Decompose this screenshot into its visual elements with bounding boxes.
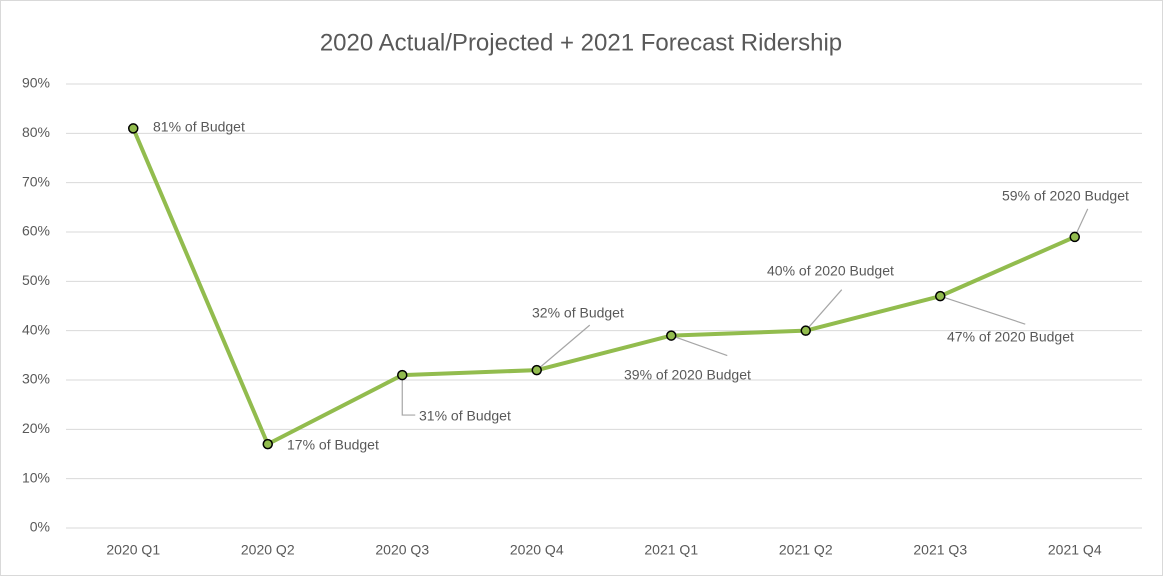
data-label: 59% of 2020 Budget bbox=[1002, 188, 1129, 204]
marker bbox=[397, 369, 408, 381]
marker bbox=[128, 123, 139, 134]
data-label: 81% of Budget bbox=[153, 119, 245, 135]
y-tick-label: 30% bbox=[22, 371, 50, 387]
y-tick-label: 10% bbox=[22, 469, 50, 485]
data-label: 40% of 2020 Budget bbox=[767, 263, 894, 279]
leader-line bbox=[805, 289, 843, 332]
y-tick-label: 80% bbox=[22, 124, 50, 140]
x-tick-label: 2020 Q2 bbox=[241, 542, 295, 558]
x-tick-label: 2021 Q2 bbox=[779, 542, 833, 558]
y-tick-label: 70% bbox=[22, 173, 50, 189]
marker bbox=[666, 330, 677, 341]
y-tick-label: 40% bbox=[22, 321, 50, 337]
marker bbox=[531, 364, 542, 376]
marker bbox=[262, 438, 273, 450]
leader-line bbox=[401, 375, 416, 416]
marker bbox=[1069, 231, 1080, 243]
data-label: 32% of Budget bbox=[532, 305, 624, 321]
y-tick-label: 60% bbox=[22, 223, 50, 239]
y-tick-label: 20% bbox=[22, 420, 50, 436]
x-tick-label: 2021 Q4 bbox=[1048, 542, 1102, 558]
marker bbox=[800, 325, 811, 336]
chart-title: 2020 Actual/Projected + 2021 Forecast Ri… bbox=[320, 29, 842, 56]
y-tick-label: 90% bbox=[22, 75, 50, 91]
leader-line bbox=[536, 324, 591, 371]
data-label: 39% of 2020 Budget bbox=[624, 367, 751, 383]
leader-line bbox=[671, 335, 728, 357]
x-tick-label: 2021 Q3 bbox=[913, 542, 967, 558]
data-label: 47% of 2020 Budget bbox=[947, 329, 1074, 345]
data-label: 31% of Budget bbox=[419, 408, 511, 424]
x-tick-label: 2020 Q3 bbox=[375, 542, 429, 558]
x-tick-label: 2021 Q1 bbox=[644, 542, 698, 558]
y-tick-label: 50% bbox=[22, 272, 50, 288]
marker bbox=[935, 290, 946, 302]
y-tick-label: 0% bbox=[30, 519, 50, 535]
series-line bbox=[131, 127, 1076, 447]
x-tick-label: 2020 Q1 bbox=[106, 542, 160, 558]
data-label: 17% of Budget bbox=[287, 437, 379, 453]
x-tick-label: 2020 Q4 bbox=[510, 542, 564, 558]
leader-line bbox=[940, 295, 1026, 325]
